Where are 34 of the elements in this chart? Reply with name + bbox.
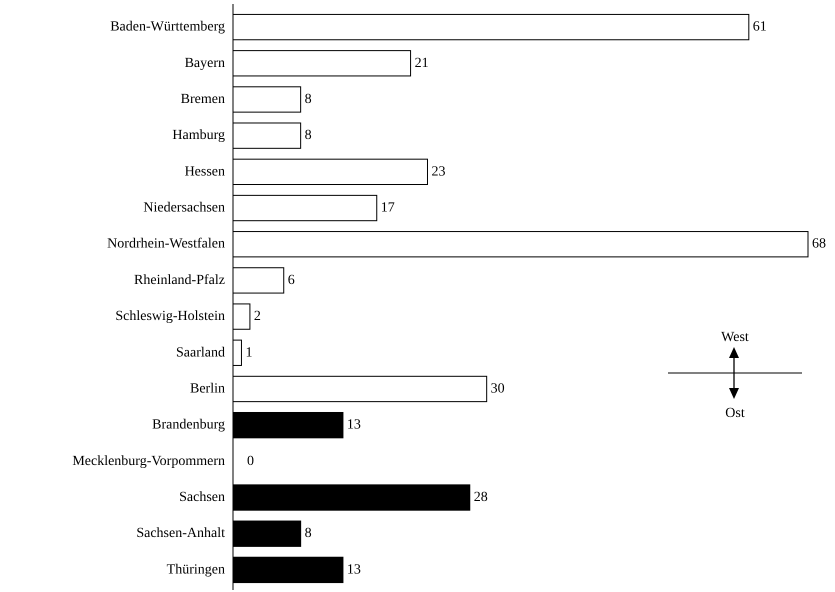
data-label: 68 <box>812 236 826 252</box>
data-label: 0 <box>247 454 254 469</box>
y-tick-label: Saarland <box>176 345 225 360</box>
y-tick-label: Niedersachsen <box>143 200 225 216</box>
data-label: 13 <box>346 562 361 578</box>
y-tick-label: Rheinland-Pfalz <box>134 272 225 288</box>
data-label: 8 <box>304 526 312 542</box>
data-label: 1 <box>245 345 252 360</box>
y-tick-label: Sachsen-Anhalt <box>136 526 226 542</box>
annotation: West <box>721 330 749 345</box>
y-tick-label: Baden-Württemberg <box>110 20 225 35</box>
data-label: 30 <box>490 381 505 396</box>
y-tick-label: Mecklenburg-Vorpommern <box>72 454 225 469</box>
y-tick-label: Berlin <box>190 381 225 396</box>
data-label: 61 <box>752 20 767 35</box>
data-label: 28 <box>474 490 488 506</box>
data-label: 2 <box>254 309 261 324</box>
data-label: 8 <box>304 92 312 107</box>
data-label: 6 <box>288 272 295 288</box>
y-tick-label: Schleswig-Holstein <box>115 309 225 324</box>
data-label: 13 <box>346 418 361 433</box>
y-tick-label: Hamburg <box>172 128 225 144</box>
data-label: 17 <box>380 200 395 216</box>
y-tick-label: Thüringen <box>166 562 225 578</box>
data-label: 23 <box>431 164 446 180</box>
annotation: Ost <box>725 406 745 421</box>
data-label: 8 <box>304 128 312 144</box>
data-label: 21 <box>414 56 429 71</box>
y-tick-label: Hessen <box>184 164 225 180</box>
y-tick-label: Bayern <box>184 56 225 71</box>
y-tick-label: Brandenburg <box>152 418 225 433</box>
y-tick-label: Nordrhein-Westfalen <box>107 236 225 252</box>
y-tick-label: Bremen <box>180 92 225 107</box>
y-tick-label: Sachsen <box>179 490 225 506</box>
